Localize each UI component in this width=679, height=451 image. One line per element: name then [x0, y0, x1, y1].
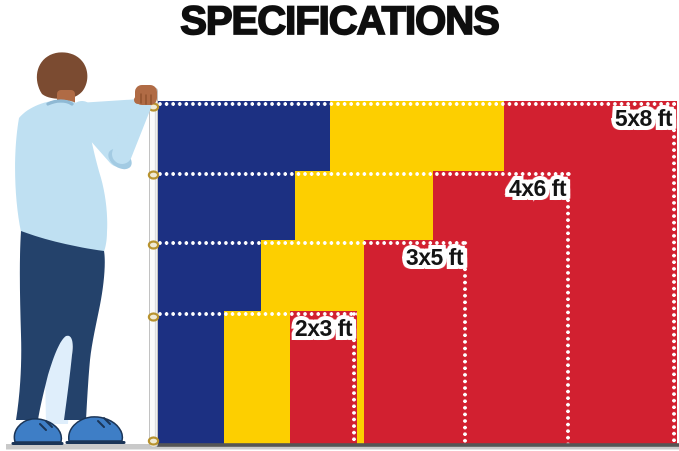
torso — [15, 100, 108, 254]
thumb — [134, 96, 142, 104]
size-label-3x5: 3x5 ft — [406, 244, 464, 271]
stripe-blue — [157, 311, 224, 444]
shoe-back — [13, 418, 63, 443]
upper-arm — [70, 101, 131, 167]
stripe-yellow — [223, 311, 291, 444]
shoe-lace — [39, 423, 47, 431]
neck — [57, 90, 75, 106]
stripe-red — [364, 240, 469, 444]
size-label-4x6: 4x6 ft — [509, 175, 567, 202]
hair — [36, 52, 88, 99]
shoe-lace — [45, 420, 53, 428]
flag-2x3: 2x3 ft — [157, 311, 358, 444]
floor-line — [6, 443, 679, 450]
page-title: SPECIFICATIONS — [179, 0, 500, 44]
shoe-front — [68, 416, 124, 442]
collar — [46, 99, 74, 106]
pants — [16, 231, 105, 420]
shoe-lace — [103, 417, 111, 425]
elbow-patch — [108, 148, 132, 170]
size-label-5x8: 5x8 ft — [615, 105, 673, 132]
forearm — [112, 96, 151, 164]
person — [11, 52, 157, 445]
hand — [135, 85, 157, 105]
size-label-2x3: 2x3 ft — [295, 315, 353, 342]
legs-gap — [44, 320, 74, 424]
arm-fill — [78, 99, 140, 150]
shoe-lace — [97, 420, 105, 428]
